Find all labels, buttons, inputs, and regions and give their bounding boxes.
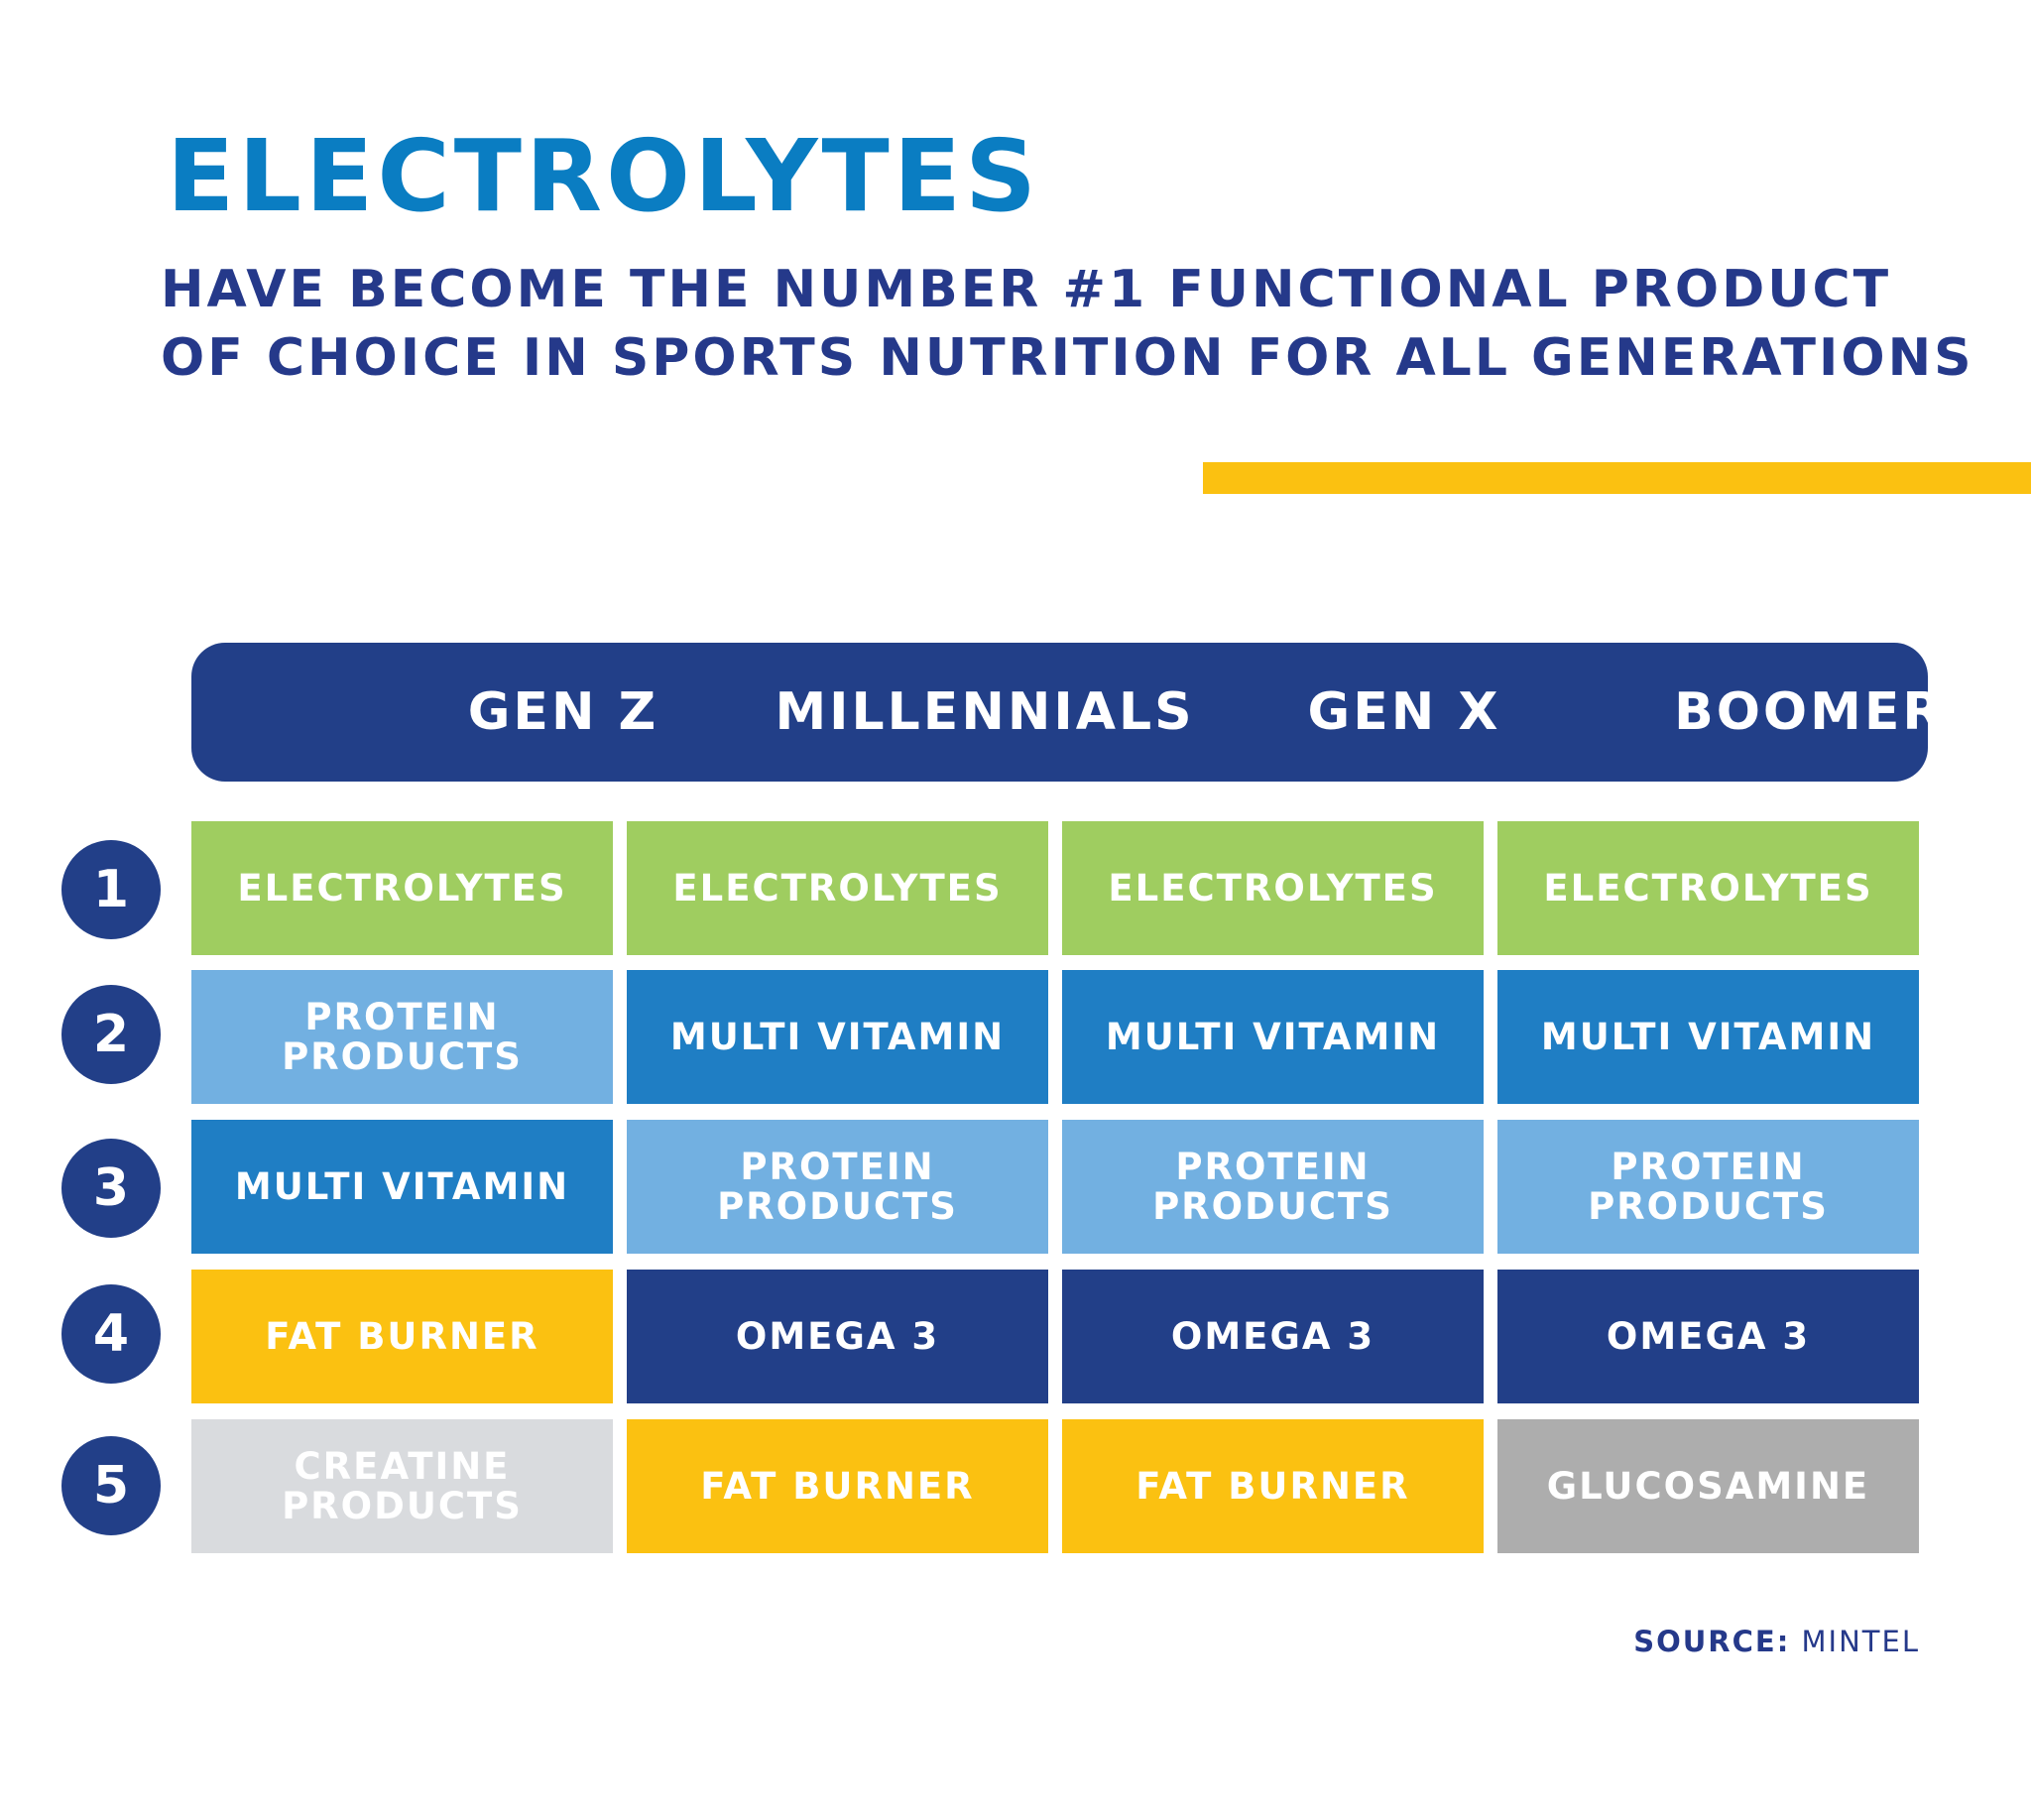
rank-badge-4: 4 [61,1284,161,1384]
page-title: ELECTROLYTES [167,118,1041,234]
table-cell: MULTI VITAMIN [1497,970,1919,1104]
source-note: SOURCE: MINTEL [1633,1625,1920,1658]
accent-bar [1203,462,2031,494]
table-cell: CREATINE PRODUCTS [191,1419,613,1553]
column-header-gen-z: GEN Z [467,682,659,742]
table-cell: OMEGA 3 [1497,1270,1919,1403]
rank-badge-3: 3 [61,1139,161,1238]
column-header-boomers: BOOMERS [1674,682,1985,742]
subtitle: HAVE BECOME THE NUMBER #1 FUNCTIONAL PRO… [161,256,1974,393]
rank-badge-1: 1 [61,840,161,939]
table-cell: FAT BURNER [1062,1419,1484,1553]
table-cell: FAT BURNER [627,1419,1048,1553]
rank-badge-5: 5 [61,1436,161,1535]
subtitle-line-1: HAVE BECOME THE NUMBER #1 FUNCTIONAL PRO… [161,260,1892,319]
table-cell: GLUCOSAMINE [1497,1419,1919,1553]
table-cell: PROTEIN PRODUCTS [1062,1120,1484,1254]
table-cell: ELECTROLYTES [1497,821,1919,955]
column-header-gen-x: GEN X [1307,682,1501,742]
source-value: MINTEL [1801,1625,1920,1658]
table-cell: PROTEIN PRODUCTS [191,970,613,1104]
table-cell: MULTI VITAMIN [191,1120,613,1254]
generation-header-bar: GEN Z MILLENNIALS GEN X BOOMERS [191,643,1982,782]
table-cell: FAT BURNER [191,1270,613,1403]
source-label: SOURCE: [1633,1625,1791,1658]
table-cell: PROTEIN PRODUCTS [1497,1120,1919,1254]
table-cell: ELECTROLYTES [191,821,613,955]
subtitle-line-2: OF CHOICE IN SPORTS NUTRITION FOR ALL GE… [161,328,1974,388]
rank-badge-2: 2 [61,985,161,1084]
table-cell: OMEGA 3 [1062,1270,1484,1403]
table-cell: ELECTROLYTES [1062,821,1484,955]
table-cell: PROTEIN PRODUCTS [627,1120,1048,1254]
table-cell: MULTI VITAMIN [627,970,1048,1104]
table-cell: MULTI VITAMIN [1062,970,1484,1104]
table-cell: OMEGA 3 [627,1270,1048,1403]
table-cell: ELECTROLYTES [627,821,1048,955]
column-header-millennials: MILLENNIALS [775,682,1195,742]
